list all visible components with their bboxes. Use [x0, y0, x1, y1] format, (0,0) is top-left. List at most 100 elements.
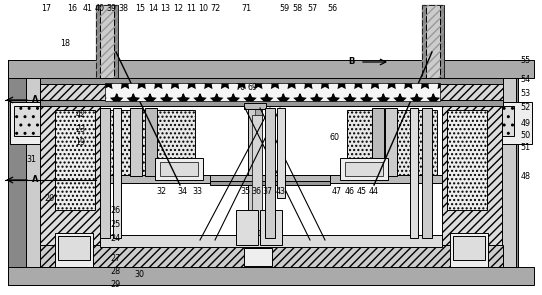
Bar	[210, 175, 330, 181]
Text: 18: 18	[60, 39, 70, 48]
Text: 13: 13	[160, 4, 170, 13]
Text: 41: 41	[83, 4, 93, 13]
Bar	[55, 233, 93, 267]
Bar	[14, 106, 48, 136]
Text: 53: 53	[521, 89, 531, 98]
Bar	[210, 181, 330, 185]
Text: A: A	[32, 96, 38, 104]
Bar	[100, 235, 442, 247]
Bar	[260, 210, 282, 245]
Bar	[100, 5, 114, 95]
Bar	[145, 108, 157, 176]
Text: 35: 35	[241, 187, 250, 196]
Text: 26: 26	[111, 206, 120, 215]
Bar	[160, 162, 198, 176]
Bar	[426, 5, 440, 95]
Bar	[480, 106, 514, 136]
Bar	[500, 60, 518, 285]
Bar	[40, 78, 503, 106]
Bar	[502, 60, 516, 285]
Text: 46: 46	[345, 187, 354, 196]
Bar	[422, 5, 426, 95]
Text: 19: 19	[75, 138, 85, 147]
Text: B: B	[349, 58, 355, 66]
Bar	[96, 78, 126, 92]
Text: 34: 34	[177, 187, 187, 196]
Bar	[422, 108, 432, 238]
Text: 60: 60	[330, 133, 340, 142]
Bar	[40, 78, 100, 263]
Text: 42: 42	[75, 110, 85, 119]
Bar	[10, 102, 65, 144]
Bar	[8, 60, 534, 78]
Text: 29: 29	[111, 280, 120, 289]
Bar	[410, 108, 418, 238]
Text: 28: 28	[111, 267, 120, 276]
Text: 32: 32	[157, 187, 166, 196]
Bar	[442, 78, 502, 263]
Text: 36: 36	[252, 187, 262, 196]
Bar	[114, 5, 118, 95]
Text: 14: 14	[148, 4, 158, 13]
Text: 37: 37	[263, 187, 273, 196]
Text: 25: 25	[111, 220, 120, 229]
Bar	[55, 110, 95, 210]
Text: 57: 57	[307, 4, 317, 13]
Bar	[96, 92, 126, 102]
Bar	[40, 245, 503, 267]
Text: 20: 20	[45, 194, 55, 203]
Text: 72: 72	[211, 4, 221, 13]
Text: 50: 50	[521, 131, 531, 140]
Text: 24: 24	[111, 234, 120, 243]
Bar	[416, 92, 446, 102]
Bar	[40, 100, 503, 106]
Text: 52: 52	[521, 103, 531, 112]
Text: 30: 30	[135, 270, 145, 279]
Bar	[422, 5, 444, 95]
Text: 44: 44	[369, 187, 379, 196]
Text: 45: 45	[357, 187, 367, 196]
Text: 69: 69	[248, 83, 257, 92]
Bar	[100, 108, 110, 238]
Bar	[236, 210, 258, 245]
Text: 33: 33	[192, 187, 202, 196]
Bar	[96, 5, 118, 95]
Text: 12: 12	[173, 4, 183, 13]
Text: 39: 39	[107, 4, 117, 13]
Bar	[265, 108, 275, 238]
Text: A: A	[32, 176, 38, 184]
Text: 31: 31	[27, 155, 36, 164]
Text: 16: 16	[67, 4, 77, 13]
Text: 38: 38	[119, 4, 128, 13]
Text: 40: 40	[95, 4, 105, 13]
Bar	[416, 78, 446, 92]
Text: 54: 54	[521, 75, 531, 83]
Bar	[347, 110, 437, 175]
Bar	[453, 236, 485, 260]
Bar	[477, 102, 532, 144]
Text: 49: 49	[521, 119, 531, 128]
Bar	[26, 60, 40, 285]
Bar	[447, 110, 487, 210]
Bar	[105, 110, 195, 175]
Bar	[440, 5, 444, 95]
Text: 71: 71	[242, 4, 251, 13]
Bar	[450, 233, 488, 267]
Text: 17: 17	[41, 4, 51, 13]
Bar	[130, 108, 142, 176]
Text: 48: 48	[521, 172, 531, 181]
Bar	[113, 108, 121, 238]
Text: 23: 23	[75, 125, 85, 134]
Text: 70: 70	[236, 83, 246, 92]
Text: 43: 43	[276, 187, 286, 196]
Text: 58: 58	[292, 4, 302, 13]
Bar	[277, 108, 285, 198]
Bar	[100, 175, 442, 183]
Bar	[255, 105, 262, 235]
Bar	[345, 162, 383, 176]
Bar	[105, 83, 440, 101]
Bar	[96, 5, 100, 95]
Bar	[372, 108, 384, 176]
Bar	[244, 248, 272, 266]
Bar	[340, 158, 388, 180]
